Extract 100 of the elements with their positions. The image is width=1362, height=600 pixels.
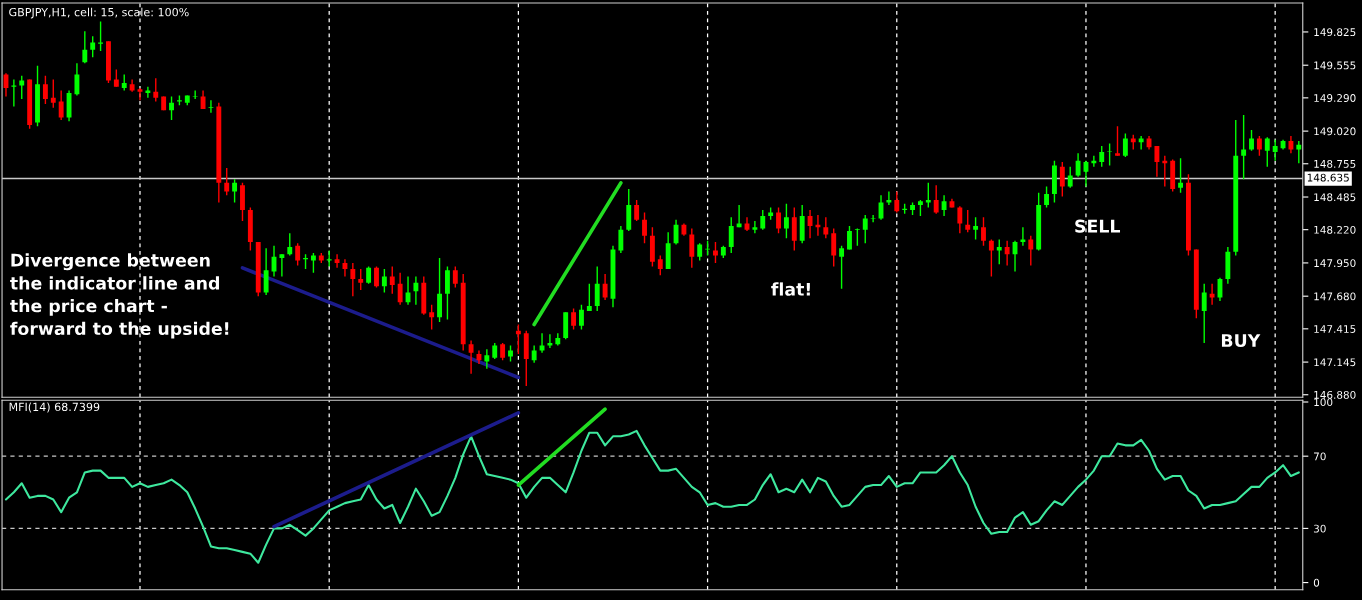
candlestick	[42, 74, 48, 105]
candlestick	[153, 77, 159, 103]
y-tick-label: 149.020	[1314, 127, 1356, 136]
candlestick	[1154, 145, 1160, 178]
candlestick	[783, 203, 789, 239]
candlestick	[232, 178, 238, 204]
y-tick-label: 146.880	[1314, 390, 1356, 399]
candlestick	[791, 206, 797, 252]
candlestick	[90, 35, 96, 58]
candlestick	[437, 257, 442, 323]
candlestick	[358, 268, 364, 291]
candlestick	[50, 78, 56, 109]
candlestick	[933, 184, 939, 215]
candlestick	[1178, 157, 1184, 194]
candlestick	[374, 265, 379, 289]
candlestick	[1044, 185, 1049, 209]
candlestick	[200, 89, 206, 110]
candlestick	[1296, 140, 1302, 164]
candlestick	[208, 99, 214, 114]
y-tick-label: 147.680	[1314, 292, 1356, 301]
candlestick	[657, 254, 663, 276]
candlestick	[988, 238, 994, 278]
candlestick	[74, 62, 80, 97]
candlestick	[831, 227, 837, 268]
candlestick	[618, 225, 624, 254]
candlestick	[870, 214, 876, 223]
y-tick-label: 147.950	[1314, 259, 1356, 268]
candlestick	[1264, 136, 1270, 168]
candlestick	[98, 20, 104, 52]
candlestick	[169, 95, 174, 121]
candlestick	[807, 209, 813, 239]
candlestick	[571, 307, 577, 331]
annotation: Divergence between the indicator line and the price chart - forward to the upside!	[10, 253, 229, 339]
y-tick-label: 148.755	[1314, 159, 1356, 168]
candlestick	[397, 272, 403, 306]
candlestick	[1067, 166, 1073, 189]
ref-line-label: 148.635	[1307, 173, 1349, 182]
y-tick-label: 149.555	[1314, 61, 1356, 70]
candlestick	[579, 304, 584, 331]
y-tick-label: 30	[1313, 524, 1326, 533]
candlestick	[981, 216, 986, 247]
y-tick-label: 0	[1313, 578, 1320, 587]
chart-title: MFI(14) 68.7399	[9, 402, 100, 413]
candlestick	[925, 182, 931, 209]
candlestick	[957, 205, 963, 235]
line-series	[4, 429, 1300, 564]
annotation: flat!	[771, 282, 810, 296]
candlestick	[58, 89, 64, 121]
candlestick	[1107, 142, 1113, 167]
candlestick	[886, 190, 892, 206]
candlestick	[760, 209, 766, 231]
candlestick	[594, 265, 600, 312]
candlestick	[19, 74, 25, 100]
y-tick-label: 147.145	[1314, 358, 1356, 367]
candlestick	[389, 265, 395, 295]
candlestick	[1028, 235, 1034, 267]
candlestick	[468, 339, 474, 375]
candlestick	[1004, 240, 1010, 267]
candlestick	[429, 304, 435, 331]
candlestick	[350, 262, 356, 297]
candlestick	[862, 214, 868, 244]
candlestick	[713, 241, 718, 264]
annotation: SELL	[1075, 219, 1121, 233]
candlestick	[484, 348, 490, 370]
candlestick	[334, 253, 340, 269]
candlestick	[752, 220, 758, 235]
candlestick	[452, 265, 458, 289]
candlestick	[145, 86, 151, 99]
candlestick	[941, 194, 947, 217]
candlestick	[776, 206, 781, 235]
candlestick	[642, 211, 647, 244]
candlestick	[634, 199, 640, 222]
candlestick	[279, 253, 285, 278]
candlestick	[444, 265, 450, 321]
candlestick	[1059, 161, 1065, 198]
candlestick	[413, 275, 419, 306]
y-tick-label: 148.485	[1314, 193, 1356, 202]
candlestick	[1122, 132, 1128, 158]
candlestick	[1256, 135, 1262, 157]
candlestick	[1075, 152, 1081, 178]
annotation: BUY	[1221, 334, 1261, 348]
candlestick	[728, 216, 734, 254]
candlestick	[894, 190, 900, 214]
candlestick	[192, 89, 198, 100]
candlestick	[586, 283, 592, 312]
candlestick	[1272, 139, 1278, 162]
candlestick	[1201, 283, 1207, 344]
candlestick	[137, 87, 143, 102]
candlestick	[82, 30, 88, 65]
candlestick	[839, 244, 845, 290]
y-tick-label: 100	[1314, 398, 1333, 407]
candlestick	[823, 216, 829, 239]
y-tick-label: 70	[1314, 452, 1326, 461]
candlestick	[973, 216, 979, 241]
chart-title: GBPJPY,H1, cell: 15, scale: 100%	[9, 7, 189, 19]
candlestick	[263, 247, 269, 296]
y-tick-label: 149.825	[1314, 28, 1356, 37]
candlestick	[1249, 129, 1254, 152]
y-tick-label: 148.220	[1314, 225, 1356, 234]
y-tick-label: 149.290	[1314, 94, 1356, 102]
